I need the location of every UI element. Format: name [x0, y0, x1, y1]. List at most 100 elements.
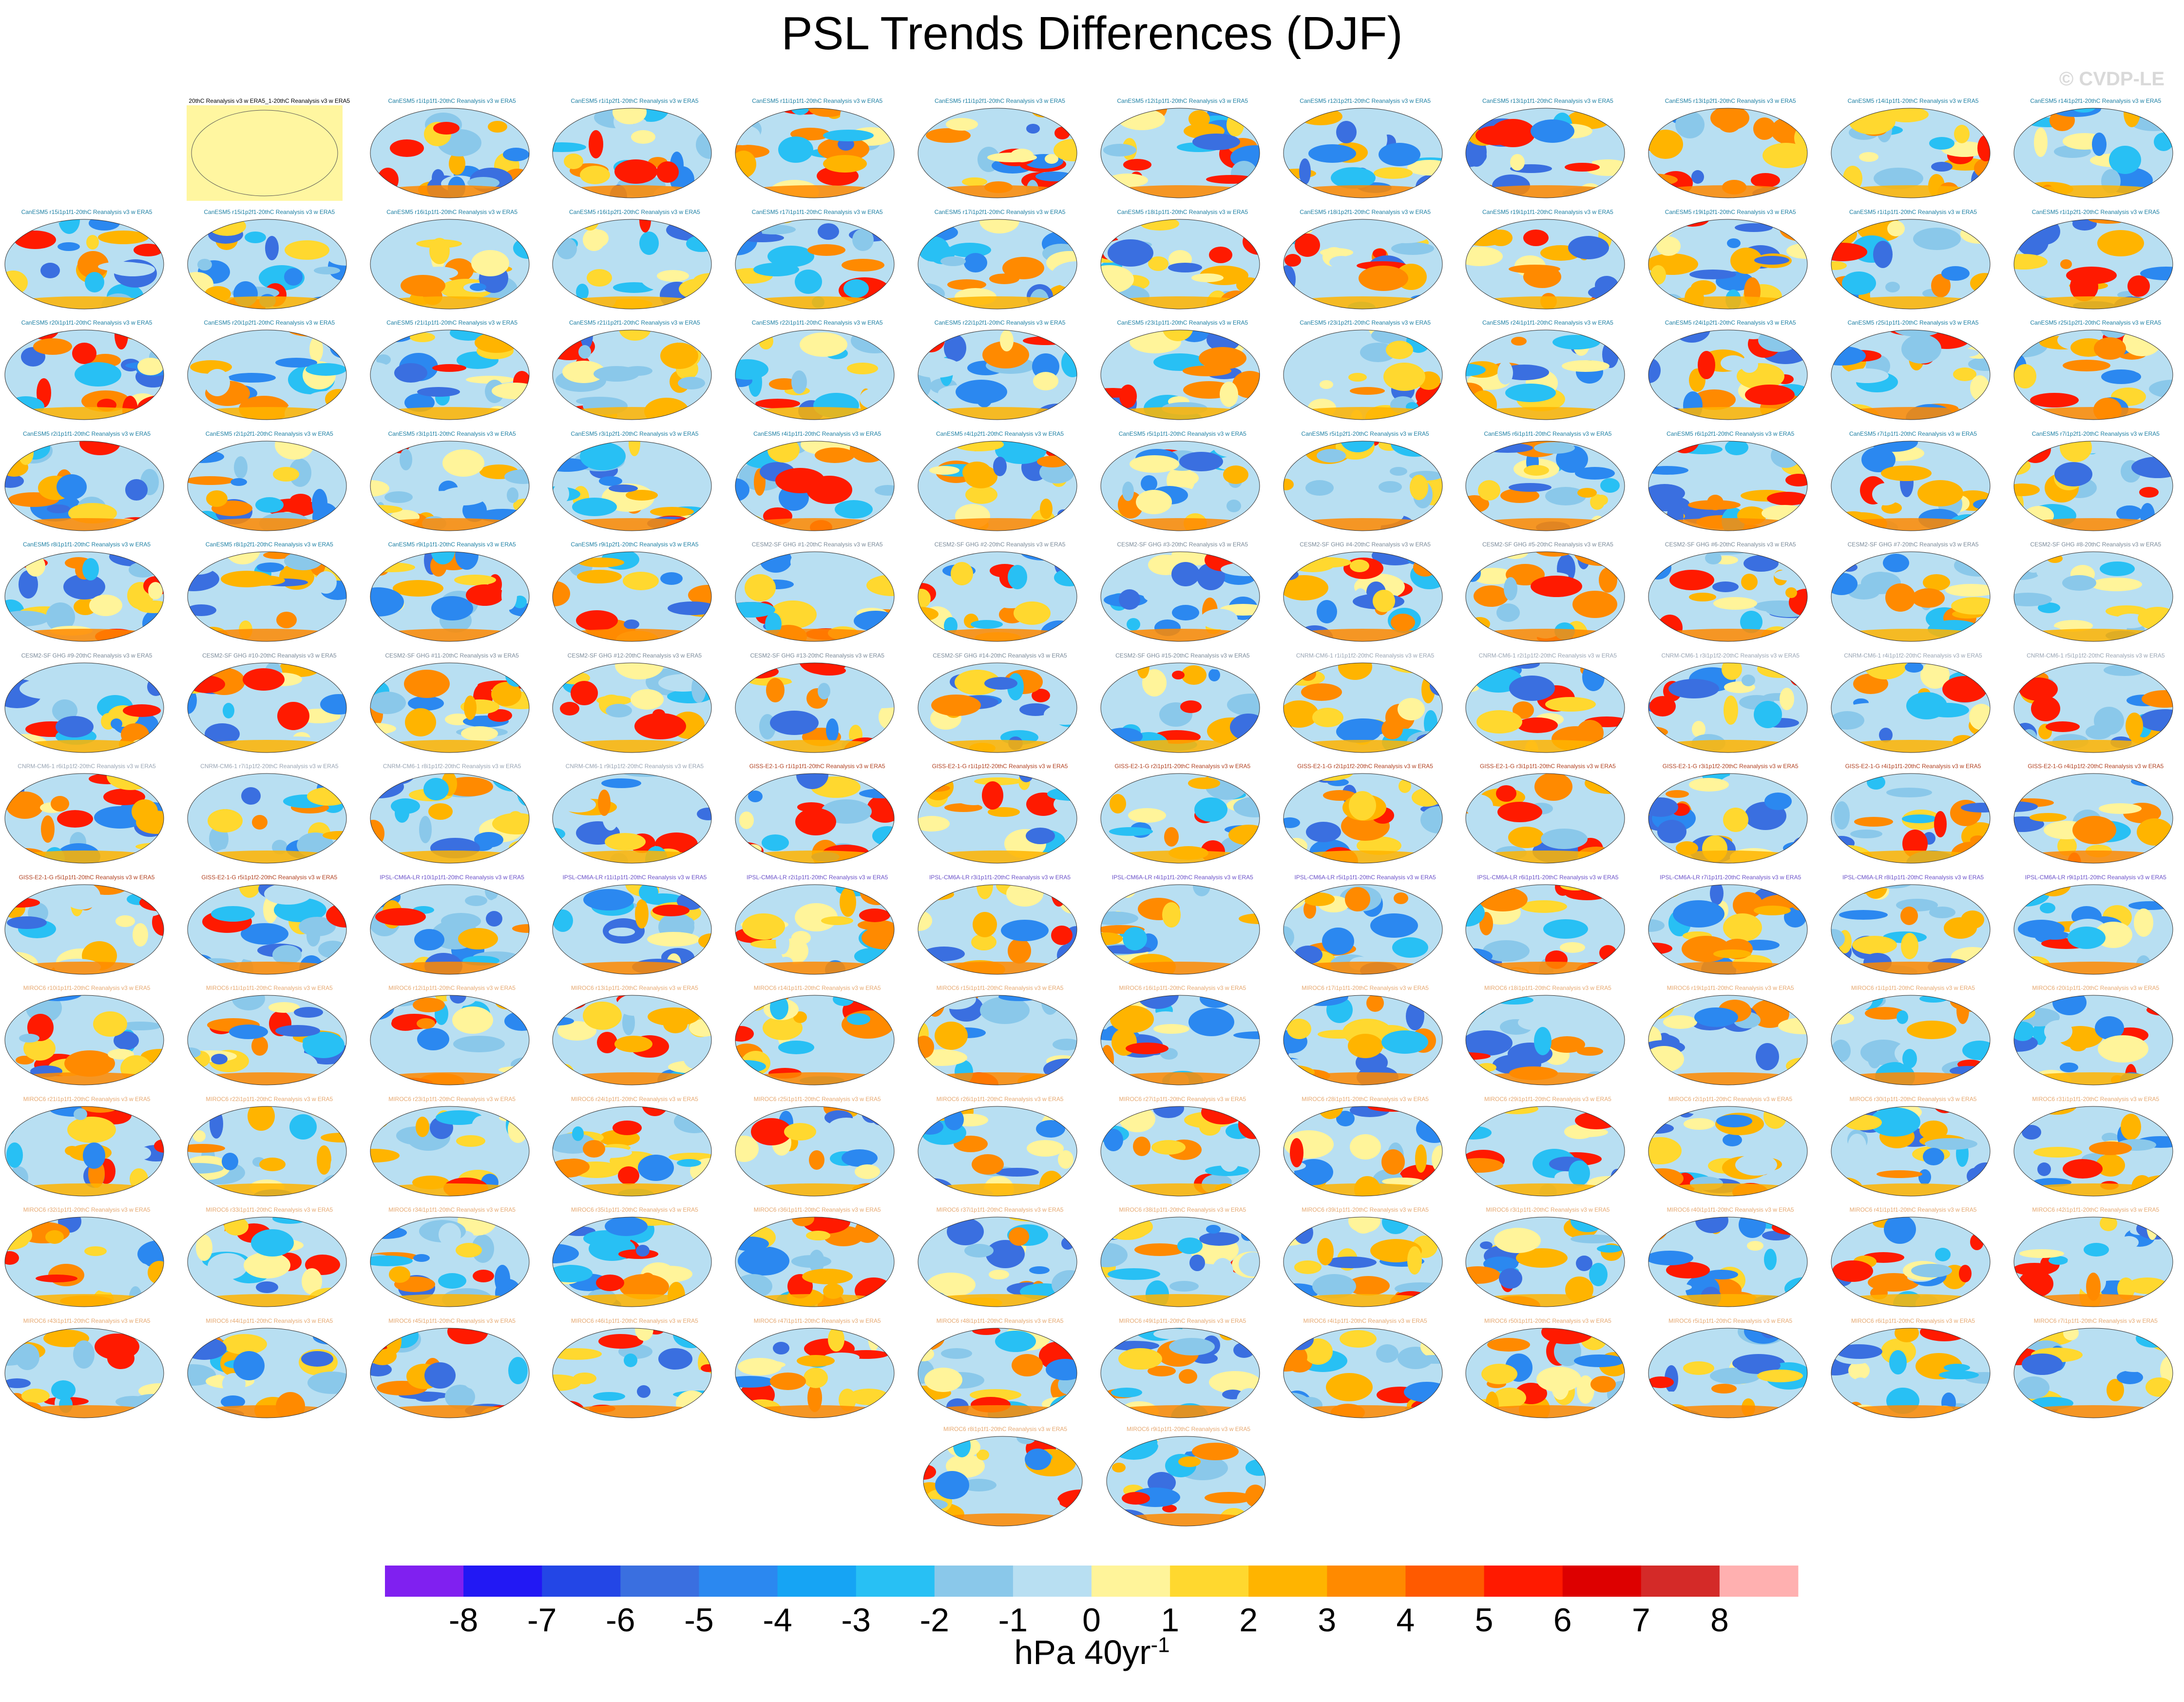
global-map [1465, 773, 1625, 864]
global-map [187, 884, 347, 974]
global-map [1831, 1106, 1991, 1196]
trend-blob [668, 601, 712, 615]
map-panel: MIROC6 r15i1p1f1-20thC Reanalysis v3 w E… [917, 985, 1083, 1097]
trend-blob [614, 1036, 653, 1052]
trend-blob [2103, 664, 2146, 676]
global-map [1283, 441, 1443, 531]
trend-blob [228, 373, 276, 383]
trend-blob [1531, 119, 1575, 143]
trend-blob [1901, 334, 1941, 364]
trend-blob [1740, 611, 1763, 633]
trend-blob [1407, 1246, 1422, 1275]
trend-blob [74, 1108, 87, 1120]
trend-blob [1358, 265, 1408, 291]
trend-blob [1113, 552, 1137, 561]
trend-blob [1103, 1128, 1123, 1151]
map-outline [918, 662, 1077, 753]
global-map [4, 1328, 164, 1418]
panel-title: CanESM5 r19i1p2f1-20thC Reanalysis v3 w … [1665, 208, 1796, 215]
map-outline [552, 662, 712, 753]
trend-blob [1747, 1241, 1764, 1251]
trend-blob [589, 130, 604, 158]
trend-blob [1054, 139, 1077, 161]
trend-blob [494, 1265, 510, 1293]
trend-blob [2099, 561, 2135, 576]
trend-blob [1370, 913, 1418, 938]
trend-blob [1590, 995, 1617, 998]
trend-blob [187, 561, 199, 574]
trend-blob [19, 678, 72, 699]
trend-blob [457, 1217, 497, 1236]
trend-blob [1379, 108, 1422, 116]
trend-blob [1648, 919, 1665, 932]
map-outline [370, 1106, 530, 1196]
map-panel: IPSL-CM6A-LR r3i1p1f1-20thC Reanalysis v… [917, 874, 1083, 986]
trend-blob [1027, 1140, 1064, 1157]
trend-blob [1348, 791, 1376, 820]
map-panel: MIROC6 r25i1p1f1-20thC Reanalysis v3 w E… [734, 1096, 900, 1208]
trend-blob [626, 489, 658, 501]
map-panel: MIROC6 r18i1p1f1-20thC Reanalysis v3 w E… [1465, 985, 1630, 1097]
trend-blob [1696, 601, 1720, 619]
global-map [2013, 1217, 2173, 1307]
trend-blob [1378, 481, 1402, 493]
trend-blob [1754, 905, 1791, 915]
trend-blob [1926, 702, 1969, 717]
trend-blob [1200, 609, 1238, 629]
trend-blob [1233, 1342, 1255, 1358]
global-map [187, 1106, 347, 1196]
trend-blob [1511, 337, 1527, 346]
trend-blob [47, 504, 70, 513]
trend-blob [1497, 469, 1511, 496]
global-map [552, 441, 712, 531]
trend-blob [791, 1255, 832, 1268]
trend-blob [553, 483, 570, 504]
global-map [1465, 108, 1625, 198]
trend-blob [328, 1289, 346, 1307]
trend-blob [1283, 575, 1328, 600]
trend-blob [790, 671, 810, 685]
trend-blob [980, 997, 1030, 1024]
map-outline [2013, 1217, 2173, 1307]
trend-blob [1136, 995, 1179, 1009]
trend-blob [1524, 464, 1550, 476]
trend-blob [471, 1115, 492, 1137]
trend-blob [1576, 1256, 1593, 1271]
trend-blob [1192, 1443, 1239, 1460]
trend-blob [583, 889, 634, 910]
trend-blob [1867, 775, 1885, 790]
trend-blob [1887, 220, 1905, 236]
trend-blob [1363, 126, 1387, 153]
panel-title: CanESM5 r3i1p2f1-20thC Reanalysis v3 w E… [571, 430, 699, 437]
trend-blob [1057, 944, 1077, 967]
map-panel: CESM2-SF GHG #5-20thC Reanalysis v3 w ER… [1465, 541, 1630, 653]
trend-blob [2039, 902, 2055, 913]
map-outline [187, 551, 347, 642]
trend-blob [5, 1106, 19, 1124]
trend-blob [1194, 797, 1227, 822]
trend-blob [2144, 1032, 2167, 1047]
trend-blob [404, 708, 436, 736]
map-panel: MIROC6 r3i1p1f1-20thC Reanalysis v3 w ER… [1465, 1206, 1630, 1318]
trend-blob [879, 704, 895, 730]
trend-blob [1253, 840, 1260, 856]
trend-blob [1238, 738, 1260, 753]
trend-blob [857, 694, 895, 708]
trend-blob [1842, 271, 1876, 295]
trend-blob [2040, 930, 2069, 940]
trend-blob [613, 108, 647, 124]
trend-blob [85, 271, 104, 292]
trend-blob [46, 602, 75, 632]
trend-blob [556, 1064, 575, 1085]
map-panel: MIROC6 r45i1p1f1-20thC Reanalysis v3 w E… [369, 1317, 535, 1430]
trend-blob [389, 139, 424, 157]
global-map [370, 551, 530, 642]
trend-blob [555, 723, 574, 732]
trend-blob [745, 844, 762, 855]
trend-blob [1587, 1176, 1625, 1192]
trend-blob [1923, 574, 1950, 591]
trend-blob [1931, 162, 1953, 172]
trend-blob [1324, 1257, 1377, 1268]
global-map [1648, 773, 1808, 864]
trend-blob [1398, 779, 1411, 793]
